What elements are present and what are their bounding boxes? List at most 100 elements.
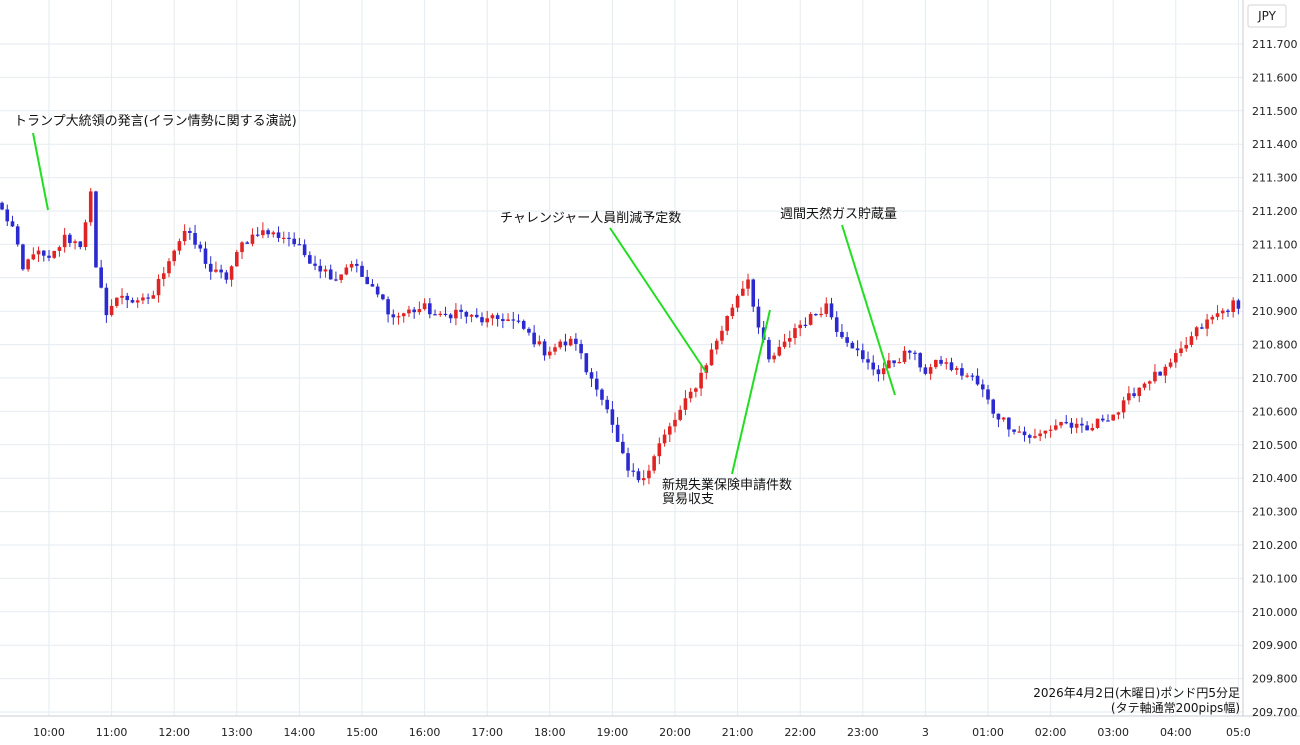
candle-up xyxy=(782,333,787,349)
candle-up xyxy=(115,297,119,308)
candle-down xyxy=(47,250,51,262)
candle-body xyxy=(297,244,302,246)
candle-up xyxy=(1095,418,1100,429)
time-tick-label: 11:00 xyxy=(96,726,128,739)
candle-body xyxy=(370,284,375,287)
candle-down xyxy=(5,204,10,227)
candle-down xyxy=(605,395,609,414)
candle-up xyxy=(897,357,902,364)
candle-up xyxy=(52,250,57,259)
candle-up xyxy=(824,297,829,317)
price-tick-label: 210.000 xyxy=(1252,606,1298,619)
candle-body xyxy=(104,287,109,316)
candle-up xyxy=(954,366,959,375)
candle-up xyxy=(1231,297,1235,318)
candle-body xyxy=(1043,430,1048,434)
candle-body xyxy=(433,314,437,316)
candle-up xyxy=(1142,382,1147,391)
candle-body xyxy=(1215,313,1220,317)
price-tick-label: 210.900 xyxy=(1252,305,1298,318)
candle-body xyxy=(720,330,724,341)
price-tick-label: 211.500 xyxy=(1252,105,1298,118)
annotation-jobless-claims: 新規失業保険申請件数 xyxy=(662,477,792,493)
candle-body xyxy=(730,307,735,317)
candle-body xyxy=(182,230,187,242)
candle-body xyxy=(161,273,166,280)
candle-body xyxy=(1174,353,1178,363)
currency-label: JPY xyxy=(1257,9,1277,23)
candle-up xyxy=(1205,313,1209,337)
candle-body xyxy=(141,297,145,301)
candle-body xyxy=(934,359,938,368)
candle-up xyxy=(506,313,510,322)
candle-down xyxy=(0,201,4,211)
candle-down xyxy=(193,224,197,249)
candle-body xyxy=(88,191,93,223)
candle-up xyxy=(141,293,145,305)
candle-body xyxy=(866,359,870,363)
candle-down xyxy=(94,190,98,268)
candle-up xyxy=(407,305,411,317)
candle-down xyxy=(354,259,359,273)
candle-up xyxy=(944,358,949,370)
candle-body xyxy=(375,286,380,295)
candle-down xyxy=(391,309,396,325)
candle-down xyxy=(1106,414,1110,422)
price-tick-label: 210.100 xyxy=(1252,572,1298,585)
candle-body xyxy=(574,338,578,344)
candle-down xyxy=(208,256,213,280)
candle-up xyxy=(720,325,724,345)
candle-down xyxy=(871,355,876,376)
candle-body xyxy=(271,232,276,235)
candle-down xyxy=(876,365,881,382)
candle-body xyxy=(918,353,922,368)
candle-down xyxy=(308,251,312,264)
candle-body xyxy=(568,338,573,346)
time-tick-label: 15:00 xyxy=(346,726,378,739)
candle-body xyxy=(986,389,990,400)
chart-footnote-scale: (タテ軸通常200pips幅) xyxy=(1111,700,1240,715)
candle-up xyxy=(156,274,161,303)
annotation-natural-gas: 週間天然ガス貯蔵量 xyxy=(780,206,897,222)
candle-body xyxy=(474,314,479,318)
candle-up xyxy=(667,422,672,443)
candle-body xyxy=(527,328,531,333)
candle-up xyxy=(965,372,969,378)
candle-up xyxy=(36,246,41,263)
candle-down xyxy=(907,349,912,360)
candle-down xyxy=(845,331,849,347)
candle-body xyxy=(563,341,568,346)
candle-body xyxy=(328,269,333,280)
candle-down xyxy=(542,339,547,361)
candle-body xyxy=(1033,436,1037,438)
candle-down xyxy=(829,297,834,320)
candle-up xyxy=(485,310,489,328)
candle-body xyxy=(1137,387,1142,397)
candle-body xyxy=(939,359,943,364)
candle-down xyxy=(464,310,469,324)
candle-up xyxy=(26,258,30,272)
candle-down xyxy=(996,413,1001,428)
candle-body xyxy=(777,346,782,356)
candle-body xyxy=(245,242,250,244)
price-tick-label: 211.300 xyxy=(1252,172,1298,185)
candle-down xyxy=(302,239,307,258)
candle-body xyxy=(1200,327,1204,329)
candle-body xyxy=(511,319,516,321)
candle-up xyxy=(83,219,88,251)
candle-body xyxy=(208,263,213,272)
candle-up xyxy=(1184,336,1189,352)
candle-body xyxy=(495,315,500,320)
candle-body xyxy=(224,272,229,280)
candle-down xyxy=(375,283,380,298)
price-tick-label: 211.400 xyxy=(1252,138,1298,151)
candle-body xyxy=(1100,418,1105,421)
candle-body xyxy=(975,375,980,385)
candle-down xyxy=(41,250,46,262)
candle-down xyxy=(292,232,296,247)
candle-down xyxy=(15,224,20,247)
candle-up xyxy=(396,312,401,325)
candle-body xyxy=(594,378,599,390)
candle-body xyxy=(605,399,609,410)
candle-body xyxy=(109,305,114,316)
